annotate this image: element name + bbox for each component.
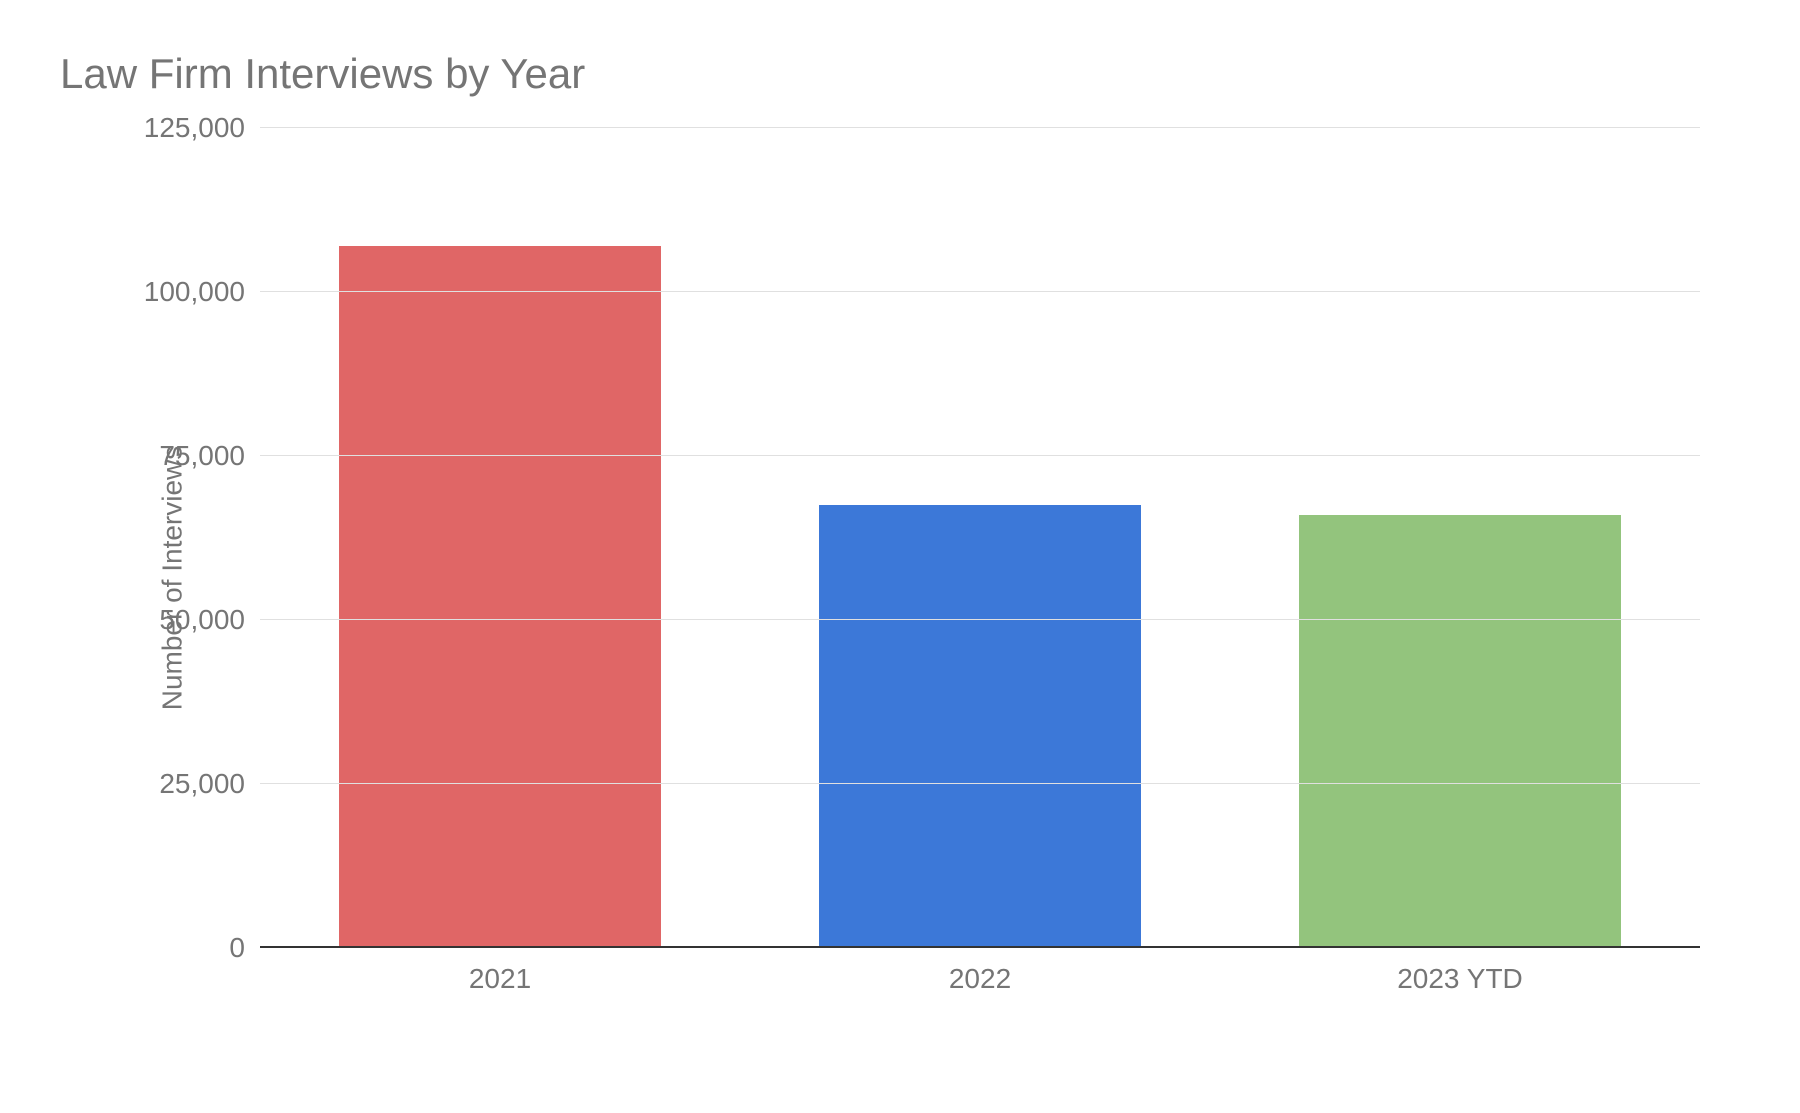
chart-container: Law Firm Interviews by Year Number of In… (60, 50, 1740, 1060)
y-tick-label: 125,000 (144, 112, 245, 144)
bar (1299, 515, 1621, 948)
chart-title: Law Firm Interviews by Year (60, 50, 1740, 98)
bar-slot: 2022 (740, 128, 1220, 948)
grid-line (260, 127, 1700, 128)
x-tick-label: 2022 (949, 963, 1011, 995)
y-tick-label: 50,000 (159, 604, 245, 636)
plot-area: 202120222023 YTD 025,00050,00075,000100,… (260, 128, 1700, 948)
y-axis-label: Number of Interviews (156, 446, 188, 711)
grid-line (260, 291, 1700, 292)
grid-line (260, 619, 1700, 620)
y-tick-label: 0 (229, 932, 245, 964)
baseline (260, 946, 1700, 948)
x-tick-label: 2021 (469, 963, 531, 995)
y-tick-label: 100,000 (144, 276, 245, 308)
y-tick-label: 75,000 (159, 440, 245, 472)
plot-wrapper: Number of Interviews 202120222023 YTD 02… (60, 128, 1740, 1028)
x-tick-label: 2023 YTD (1397, 963, 1523, 995)
y-tick-label: 25,000 (159, 768, 245, 800)
bar-slot: 2021 (260, 128, 740, 948)
bar (819, 505, 1141, 948)
grid-line (260, 455, 1700, 456)
bar-slot: 2023 YTD (1220, 128, 1700, 948)
bar (339, 246, 661, 948)
bars-row: 202120222023 YTD (260, 128, 1700, 948)
grid-line (260, 783, 1700, 784)
